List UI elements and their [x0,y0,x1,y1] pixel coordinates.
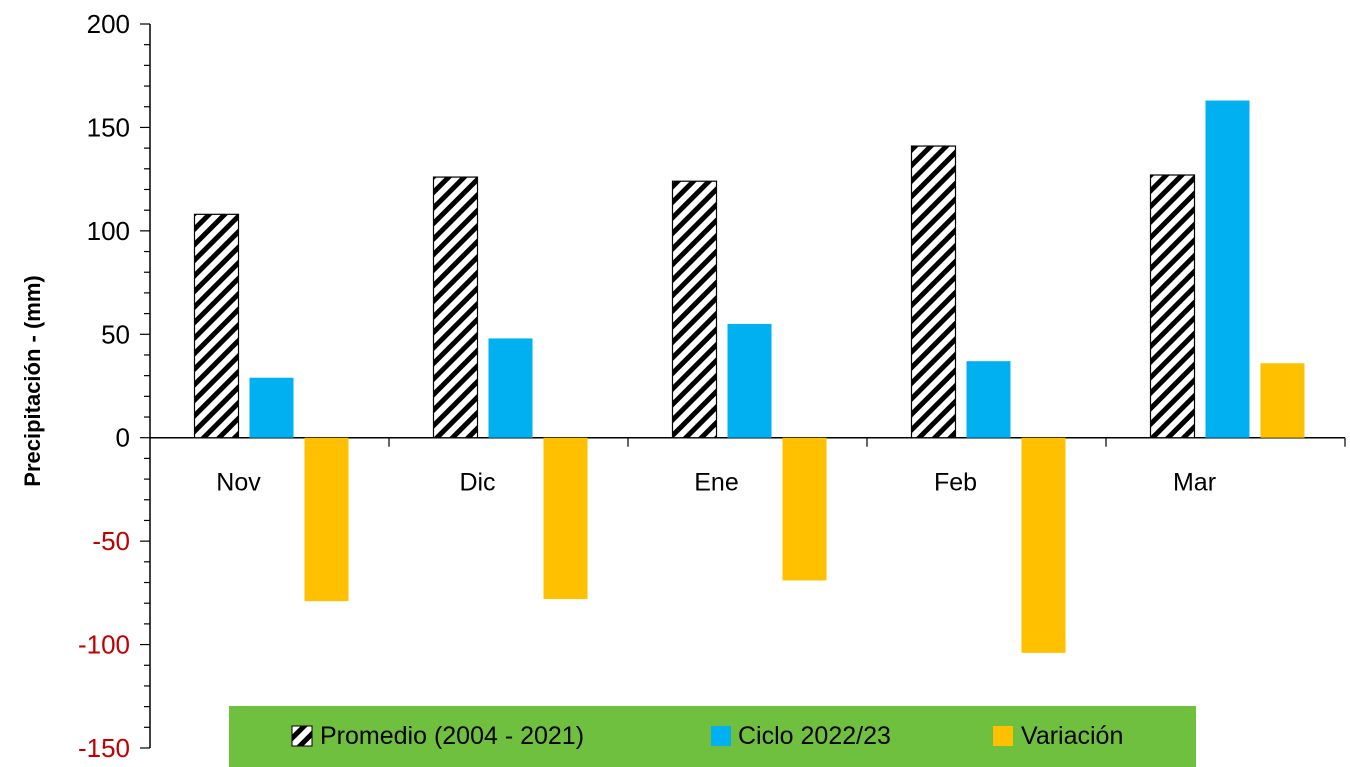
legend-label-2: Variación [1021,722,1123,750]
y-tick-label: 100 [87,216,130,246]
y-tick-label: -150 [78,733,130,763]
legend-swatch-1 [711,726,731,746]
legend-label-1: Ciclo 2022/23 [738,722,891,750]
labels: 200 150 100 50 0 -50 -100 -150 Nov Dic Ene Feb Mar Pr… [20,9,1216,763]
x-category-label: Ene [694,469,738,497]
x-category-label: Nov [216,469,261,497]
bar-nov-series-2 [304,437,349,602]
bar-feb-series-1 [966,361,1011,438]
bar-feb-series-0 [910,145,957,439]
y-axis-title: Precipitación - (mm) [20,275,45,486]
bar-nov-series-0 [193,213,240,439]
bars [193,100,1305,653]
bar-dic-series-0 [432,176,479,439]
y-tick-label: 200 [87,9,130,39]
legend-label-0: Promedio (2004 - 2021) [320,722,584,750]
bar-nov-series-1 [249,377,294,438]
bar-mar-series-1 [1205,100,1250,438]
bar-mar-series-0 [1149,174,1196,439]
bar-feb-series-2 [1021,437,1066,653]
y-tick-label: 50 [101,319,130,349]
x-category-label: Mar [1173,469,1216,497]
legend-swatch-0 [291,725,313,747]
y-tick-label: 0 [116,423,130,453]
legend: Promedio (2004 - 2021) Ciclo 2022/23 Varia… [229,706,1196,767]
y-tick-label: 150 [87,112,130,142]
legend-swatch-2 [993,726,1013,746]
y-tick-label: -50 [92,526,130,556]
x-category-label: Dic [459,469,495,497]
bar-dic-series-1 [488,338,533,438]
bar-ene-series-0 [671,180,718,439]
x-category-label: Feb [934,469,977,497]
bar-dic-series-2 [543,437,588,600]
bar-ene-series-2 [782,437,827,581]
bar-ene-series-1 [727,323,772,438]
bar-mar-series-2 [1260,363,1305,438]
y-tick-label: -100 [78,630,130,660]
